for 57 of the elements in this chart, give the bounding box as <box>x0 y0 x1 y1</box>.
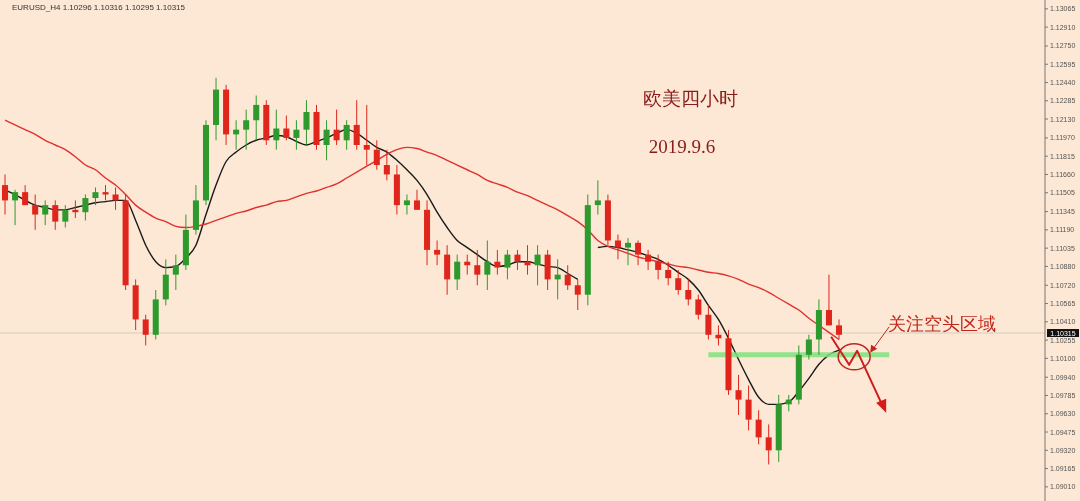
candlestick <box>735 374 742 416</box>
candlestick <box>695 294 702 320</box>
candlestick <box>665 261 672 286</box>
candlestick <box>373 139 380 171</box>
annotation: EURUSD_H4 1.10296 1.10316 1.10295 1.10315 <box>12 3 186 12</box>
candlestick <box>62 204 69 229</box>
candlestick <box>805 334 812 361</box>
candlestick <box>82 194 89 221</box>
candlestick <box>52 199 59 231</box>
candlestick <box>474 249 481 286</box>
candlestick <box>172 254 179 291</box>
candlestick <box>32 194 39 231</box>
candlestick <box>564 264 571 291</box>
text: 2019.9.6 <box>648 136 716 157</box>
candlestick <box>42 199 49 226</box>
candlestick <box>142 314 149 346</box>
candlestick <box>484 239 491 291</box>
candlestick <box>745 384 752 431</box>
candlestick <box>685 278 692 306</box>
candlestick <box>363 104 370 166</box>
candlestick <box>765 423 772 465</box>
annotation: 关注空头区域 <box>888 313 996 334</box>
text: 欧美四小时 <box>642 88 738 109</box>
candlestick <box>635 239 642 266</box>
candlestick <box>12 189 19 226</box>
candlestick <box>303 99 310 146</box>
candlestick <box>675 269 682 296</box>
candlestick <box>413 189 421 211</box>
candlestick <box>283 115 290 141</box>
candlestick <box>534 244 541 286</box>
candlestick <box>655 254 662 280</box>
line-series <box>4 119 840 341</box>
candlestick <box>494 249 501 276</box>
candlestick <box>243 109 250 151</box>
candlestick <box>2 173 9 216</box>
candlestick <box>645 249 652 271</box>
candlestick <box>755 409 762 445</box>
candlestick <box>624 237 632 266</box>
candlestick <box>293 119 300 151</box>
candlestick <box>253 94 260 141</box>
candlestick <box>504 249 511 280</box>
candlestick <box>514 249 521 271</box>
candlestick <box>333 109 340 146</box>
candlestick <box>574 278 581 311</box>
candlestick <box>594 179 601 216</box>
candlestick <box>434 239 441 266</box>
candlestick <box>454 254 461 291</box>
candlestick <box>825 274 832 326</box>
candlestick <box>403 194 410 216</box>
candlestick <box>273 109 280 151</box>
candlestick <box>705 304 712 340</box>
candlestick <box>323 119 330 161</box>
candlestick <box>614 234 621 260</box>
candlestick <box>836 318 843 340</box>
candlestick <box>353 99 360 151</box>
candlestick <box>343 119 350 151</box>
candlestick <box>383 149 390 181</box>
